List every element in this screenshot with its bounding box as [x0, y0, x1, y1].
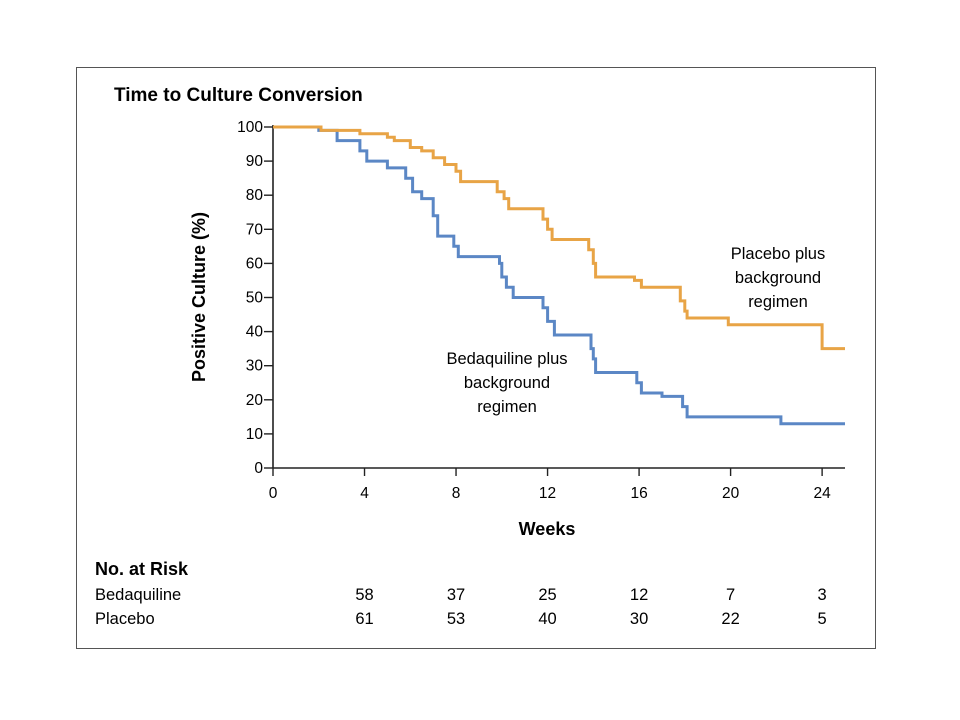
chart-title: Time to Culture Conversion — [114, 85, 363, 106]
series-line-placebo — [273, 125, 845, 351]
risk-value: 25 — [538, 586, 556, 604]
risk-value: 37 — [447, 586, 465, 604]
risk-value: 53 — [447, 610, 465, 628]
x-axis-title: Weeks — [519, 519, 576, 539]
series-line-bedaquiline — [273, 125, 845, 426]
series-annotations: Placebo plus background regimen Bedaquiline… — [446, 245, 825, 416]
risk-row-label: Bedaquiline — [95, 586, 181, 604]
risk-value: 3 — [818, 586, 827, 604]
risk-value: 12 — [630, 586, 648, 604]
y-tick-label: 10 — [246, 426, 264, 443]
series-annotation-line: regimen — [748, 293, 808, 311]
series-lines — [273, 125, 845, 426]
y-tick-label: 40 — [246, 324, 264, 341]
x-tick-label: 20 — [722, 485, 740, 502]
risk-value: 40 — [538, 610, 556, 628]
x-tick-label: 0 — [269, 485, 278, 502]
x-tick-label: 24 — [813, 485, 831, 502]
y-tick-label: 20 — [246, 392, 264, 409]
risk-value: 30 — [630, 610, 648, 628]
y-tick-label: 50 — [246, 290, 264, 307]
risk-value: 58 — [355, 586, 373, 604]
series-annotation-line: background — [735, 269, 821, 287]
risk-value: 61 — [355, 610, 373, 628]
risk-table: Bedaquiline 58 37 25 12 7 3 Placebo 61 53 40 30 22 5 — [95, 586, 827, 628]
risk-row-label: Placebo — [95, 610, 155, 628]
x-tick-label: 12 — [539, 485, 556, 502]
y-tick-label: 70 — [246, 221, 264, 238]
y-tick-label: 90 — [246, 153, 264, 170]
x-tick-label: 16 — [630, 485, 647, 502]
x-tick-label: 4 — [360, 485, 369, 502]
risk-value: 7 — [726, 586, 735, 604]
series-annotation-line: regimen — [477, 398, 537, 416]
y-tick-label: 80 — [246, 187, 264, 204]
y-tick-label: 30 — [246, 358, 264, 375]
y-axis-title: Positive Culture (%) — [189, 212, 209, 382]
series-annotation-line: background — [464, 374, 550, 392]
axes: 0 10 20 30 40 50 60 70 80 90 100 0 4 8 12 16 20 24 — [237, 119, 845, 502]
risk-value: 5 — [818, 610, 827, 628]
x-tick-label: 8 — [452, 485, 461, 502]
series-annotation-line: Placebo plus — [731, 245, 825, 263]
figure-frame-bottom-rule — [76, 648, 876, 649]
series-annotation-line: Bedaquiline plus — [446, 350, 567, 368]
y-tick-label: 0 — [254, 460, 263, 477]
figure-frame — [76, 67, 876, 649]
y-tick-label: 100 — [237, 119, 263, 136]
y-tick-label: 60 — [246, 255, 264, 272]
risk-value: 22 — [721, 610, 739, 628]
risk-table-heading: No. at Risk — [95, 559, 189, 579]
